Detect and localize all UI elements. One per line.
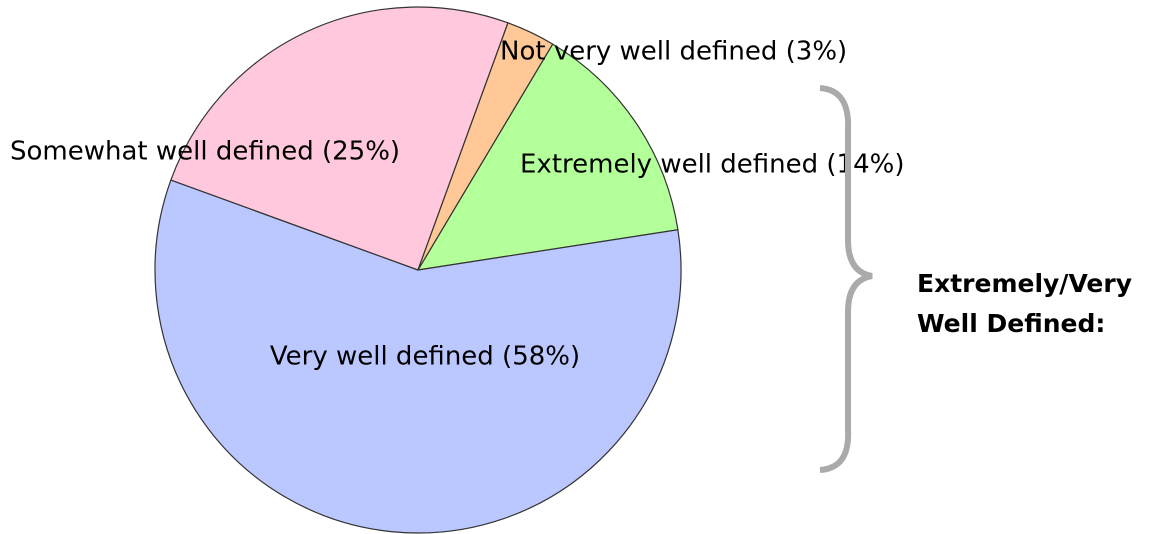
annotation: Well Defined: [917, 309, 1105, 338]
pie-slice [170, 6, 509, 271]
pie-slice [417, 22, 554, 271]
slice-label: Very well defined (58%) [270, 342, 580, 372]
slice-label: Not very well defined (3%) [500, 37, 847, 67]
pie-slice [416, 43, 679, 271]
annotation: Extremely/Very [917, 269, 1132, 298]
slice-label: Somewhat well defined (25%) [10, 137, 400, 167]
slice-label: Extremely well defined (14%) [520, 150, 905, 180]
brace [819, 85, 873, 473]
pie-slice [154, 179, 682, 534]
